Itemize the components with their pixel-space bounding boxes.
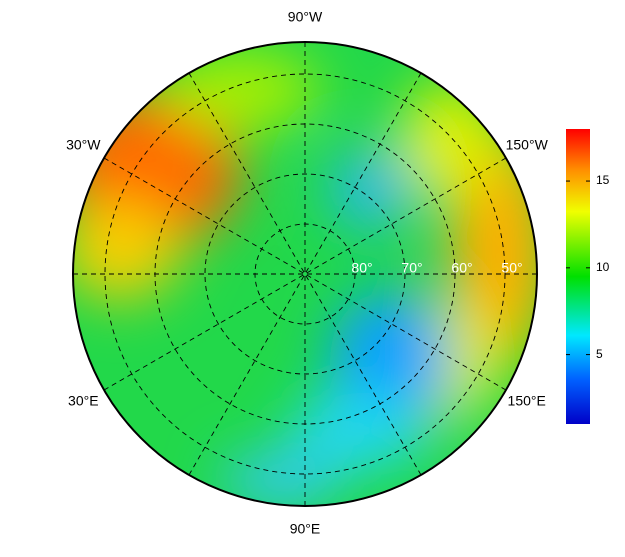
colorbar-tick-label: 10	[596, 260, 610, 274]
longitude-label: 30°E	[68, 393, 99, 409]
longitude-label: 90°W	[288, 9, 323, 25]
colorbar-tick-label: 5	[596, 347, 603, 361]
graticule	[73, 42, 537, 506]
latitude-label: 80°	[351, 260, 372, 276]
map-border	[72, 41, 538, 507]
data-field	[73, 42, 537, 506]
colorbar-tick-label: 15	[596, 173, 610, 187]
latitude-label: 60°	[451, 260, 472, 276]
latitude-label: 50°	[501, 260, 522, 276]
colorbar	[566, 129, 590, 424]
longitude-label: 30°W	[66, 137, 101, 153]
longitude-label: 150°E	[508, 393, 546, 409]
longitude-label: 90°E	[290, 521, 321, 537]
longitude-label: 150°W	[506, 137, 549, 153]
latitude-label: 70°	[401, 260, 422, 276]
latitude-circle	[204, 173, 406, 375]
